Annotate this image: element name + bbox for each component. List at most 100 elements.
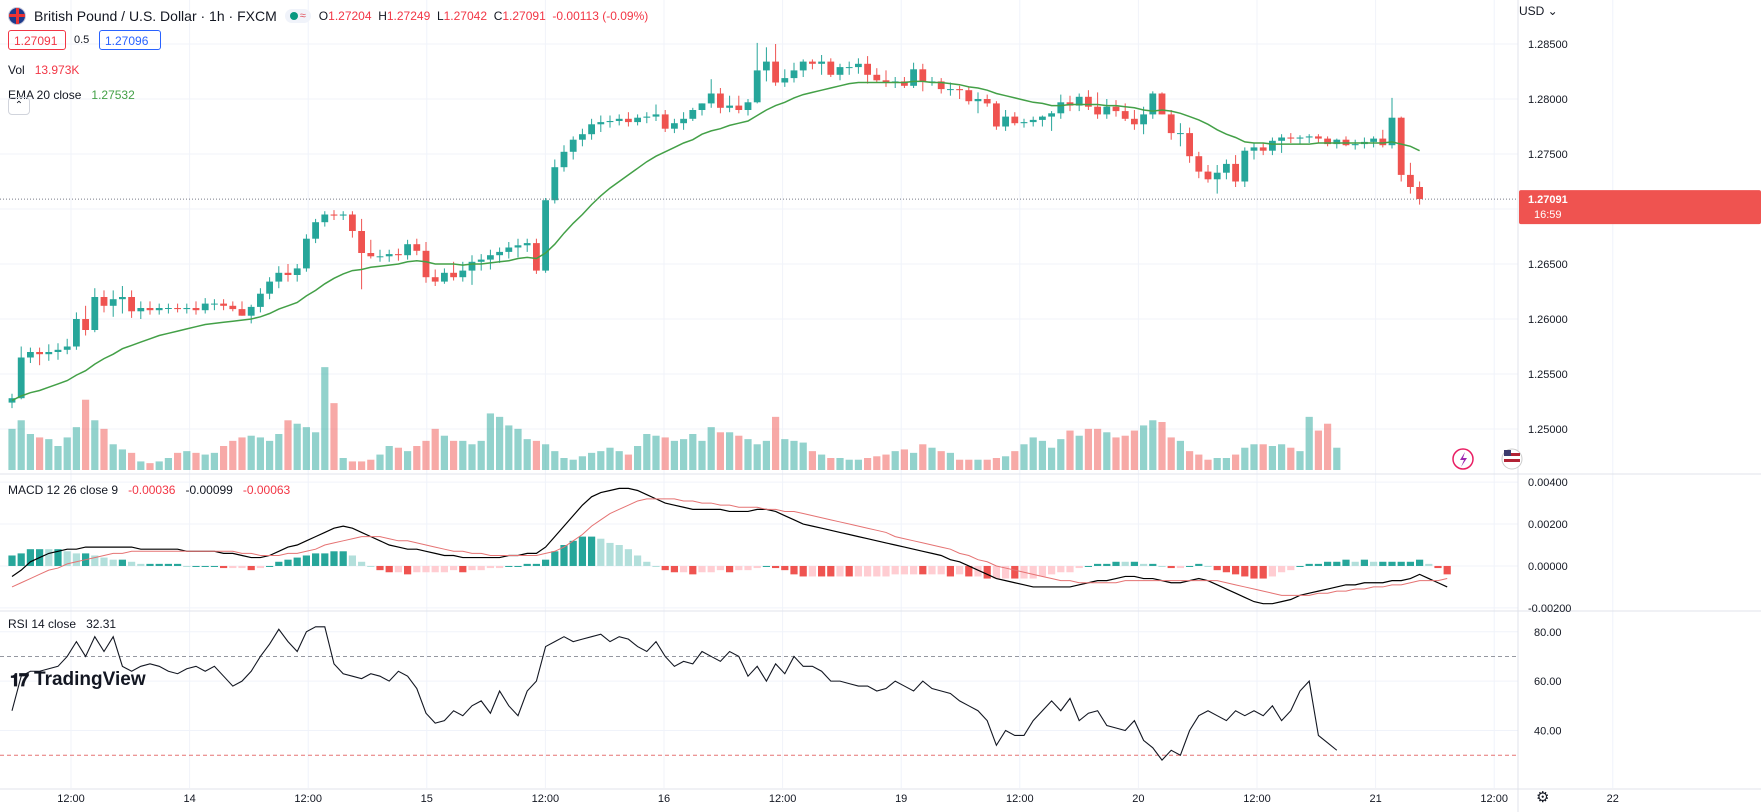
market-status-pill[interactable]: ≈ xyxy=(284,9,311,23)
us-flag-stripes2 xyxy=(1504,459,1520,462)
macd-hist-bar xyxy=(302,555,310,566)
ema20-line xyxy=(11,80,1420,402)
macd-hist-bar xyxy=(440,565,448,573)
volume-bar xyxy=(808,451,816,470)
candle-body xyxy=(1158,93,1166,115)
candle-body xyxy=(404,244,411,256)
candle-body xyxy=(1287,137,1295,139)
time-tick-label: 19 xyxy=(895,793,907,805)
volume-legend[interactable]: Vol 13.973K xyxy=(8,63,80,77)
macd-hist-bar xyxy=(1342,559,1350,566)
macd-hist-bar xyxy=(588,536,596,566)
volume-bar xyxy=(1222,458,1230,470)
volume-bar xyxy=(551,451,559,470)
volume-bar xyxy=(818,454,826,470)
candle-body xyxy=(201,303,209,311)
time-tick-label: 12:00 xyxy=(1480,793,1508,805)
volume-bar xyxy=(1121,435,1129,470)
macd-hist-bar xyxy=(128,561,136,566)
volume-bar xyxy=(919,444,927,470)
macd-hist-bar xyxy=(45,549,53,566)
candle-body xyxy=(1259,147,1267,151)
rsi-legend[interactable]: RSI 14 close 32.31 xyxy=(8,617,117,631)
event-icons[interactable] xyxy=(1452,448,1523,470)
candle-body xyxy=(1416,187,1423,200)
volume-bar xyxy=(1296,451,1304,470)
last-price-label: 1.27091 xyxy=(1528,194,1568,206)
volume-bar xyxy=(836,458,844,470)
macd-hist-bar xyxy=(1360,559,1368,566)
volume-bar xyxy=(864,458,872,470)
sell-button[interactable]: 1.27091 xyxy=(8,30,66,50)
grid-lines xyxy=(0,0,1614,788)
time-axis[interactable]: 12:00 14 12:00 15 12:00 16 12:00 19 12:00 20 12:00… xyxy=(57,793,1619,805)
candle-body xyxy=(1039,116,1046,120)
candle-body xyxy=(27,352,34,358)
macd-hist-bar xyxy=(174,563,182,566)
macd-hist-bar xyxy=(1149,563,1157,566)
macd-hist-bar xyxy=(367,565,375,567)
volume-bar xyxy=(137,461,145,470)
price-change: -0.00113 (-0.09%) xyxy=(552,9,649,23)
macd-hist-bar xyxy=(468,565,476,571)
candle-body xyxy=(514,245,522,248)
time-tick-label: 12:00 xyxy=(532,793,560,805)
candle-body xyxy=(634,117,641,123)
volume-bar xyxy=(1324,423,1332,470)
candle-body xyxy=(1388,117,1396,146)
volume-bar xyxy=(146,463,154,470)
macd-hist-bar xyxy=(137,563,145,566)
volume-bar xyxy=(680,439,688,470)
candle-body xyxy=(100,297,108,306)
candle-body xyxy=(247,306,255,316)
macd-hist-bar xyxy=(1296,565,1304,567)
volume-bar xyxy=(1020,444,1028,470)
candle-body xyxy=(845,67,853,69)
price-tick-label: 1.28500 xyxy=(1528,39,1568,51)
volume-bar xyxy=(762,440,770,470)
macd-hist-bar xyxy=(744,565,752,571)
macd-hist-bar xyxy=(707,565,715,573)
macd-hist-bar xyxy=(431,565,439,573)
macd-hist-bar xyxy=(358,561,366,566)
volume-bar xyxy=(670,440,678,470)
macd-hist-bar xyxy=(1397,561,1405,566)
candle-body xyxy=(533,243,540,271)
candle-body xyxy=(119,297,126,300)
volume-bar xyxy=(1213,458,1221,470)
settings-gear-icon[interactable]: ⚙ xyxy=(1536,789,1550,806)
time-tick-label: 20 xyxy=(1132,793,1144,805)
candle-body xyxy=(238,309,246,316)
macd-hist-bar xyxy=(210,565,218,567)
candle-body xyxy=(17,357,25,399)
volume-bar xyxy=(293,423,301,470)
macd-legend[interactable]: MACD 12 26 close 9 -0.00036 -0.00099 -0.… xyxy=(8,483,291,497)
candle-body xyxy=(109,299,117,306)
macd-hist-bar xyxy=(983,565,991,579)
volume-bar xyxy=(1038,440,1046,470)
currency-selector[interactable]: USD ⌄ xyxy=(1519,4,1558,18)
macd-hist-bar xyxy=(8,555,16,566)
macd-hist-bar xyxy=(1287,565,1295,571)
volume-bar xyxy=(284,420,292,470)
macd-tick-label: -0.00200 xyxy=(1528,603,1571,615)
volume-bar xyxy=(229,440,237,470)
collapse-legend-button[interactable]: ⌃ xyxy=(8,97,30,115)
volume-bar xyxy=(652,435,660,470)
volume-bar xyxy=(1287,447,1295,470)
macd-hist-bar xyxy=(1388,561,1396,566)
macd-hist-bar xyxy=(615,545,623,566)
macd-hist-bar xyxy=(26,549,34,566)
price-axis[interactable]: 1.285001.280001.275001.270001.265001.260… xyxy=(1519,39,1761,738)
candle-body xyxy=(385,254,393,257)
time-tick-label: 12:00 xyxy=(769,793,797,805)
macd-hist-bar xyxy=(634,555,642,566)
symbol-title[interactable]: British Pound / U.S. Dollar · 1h · FXCM xyxy=(34,8,277,24)
macd-hist-bar xyxy=(1158,565,1166,567)
candle-body xyxy=(1269,140,1276,151)
volume-bar xyxy=(569,459,577,470)
tradingview-logo[interactable]: 𝟏𝟕 TradingView xyxy=(10,669,146,690)
volume-bar xyxy=(983,459,991,470)
buy-button[interactable]: 1.27096 xyxy=(99,30,161,50)
